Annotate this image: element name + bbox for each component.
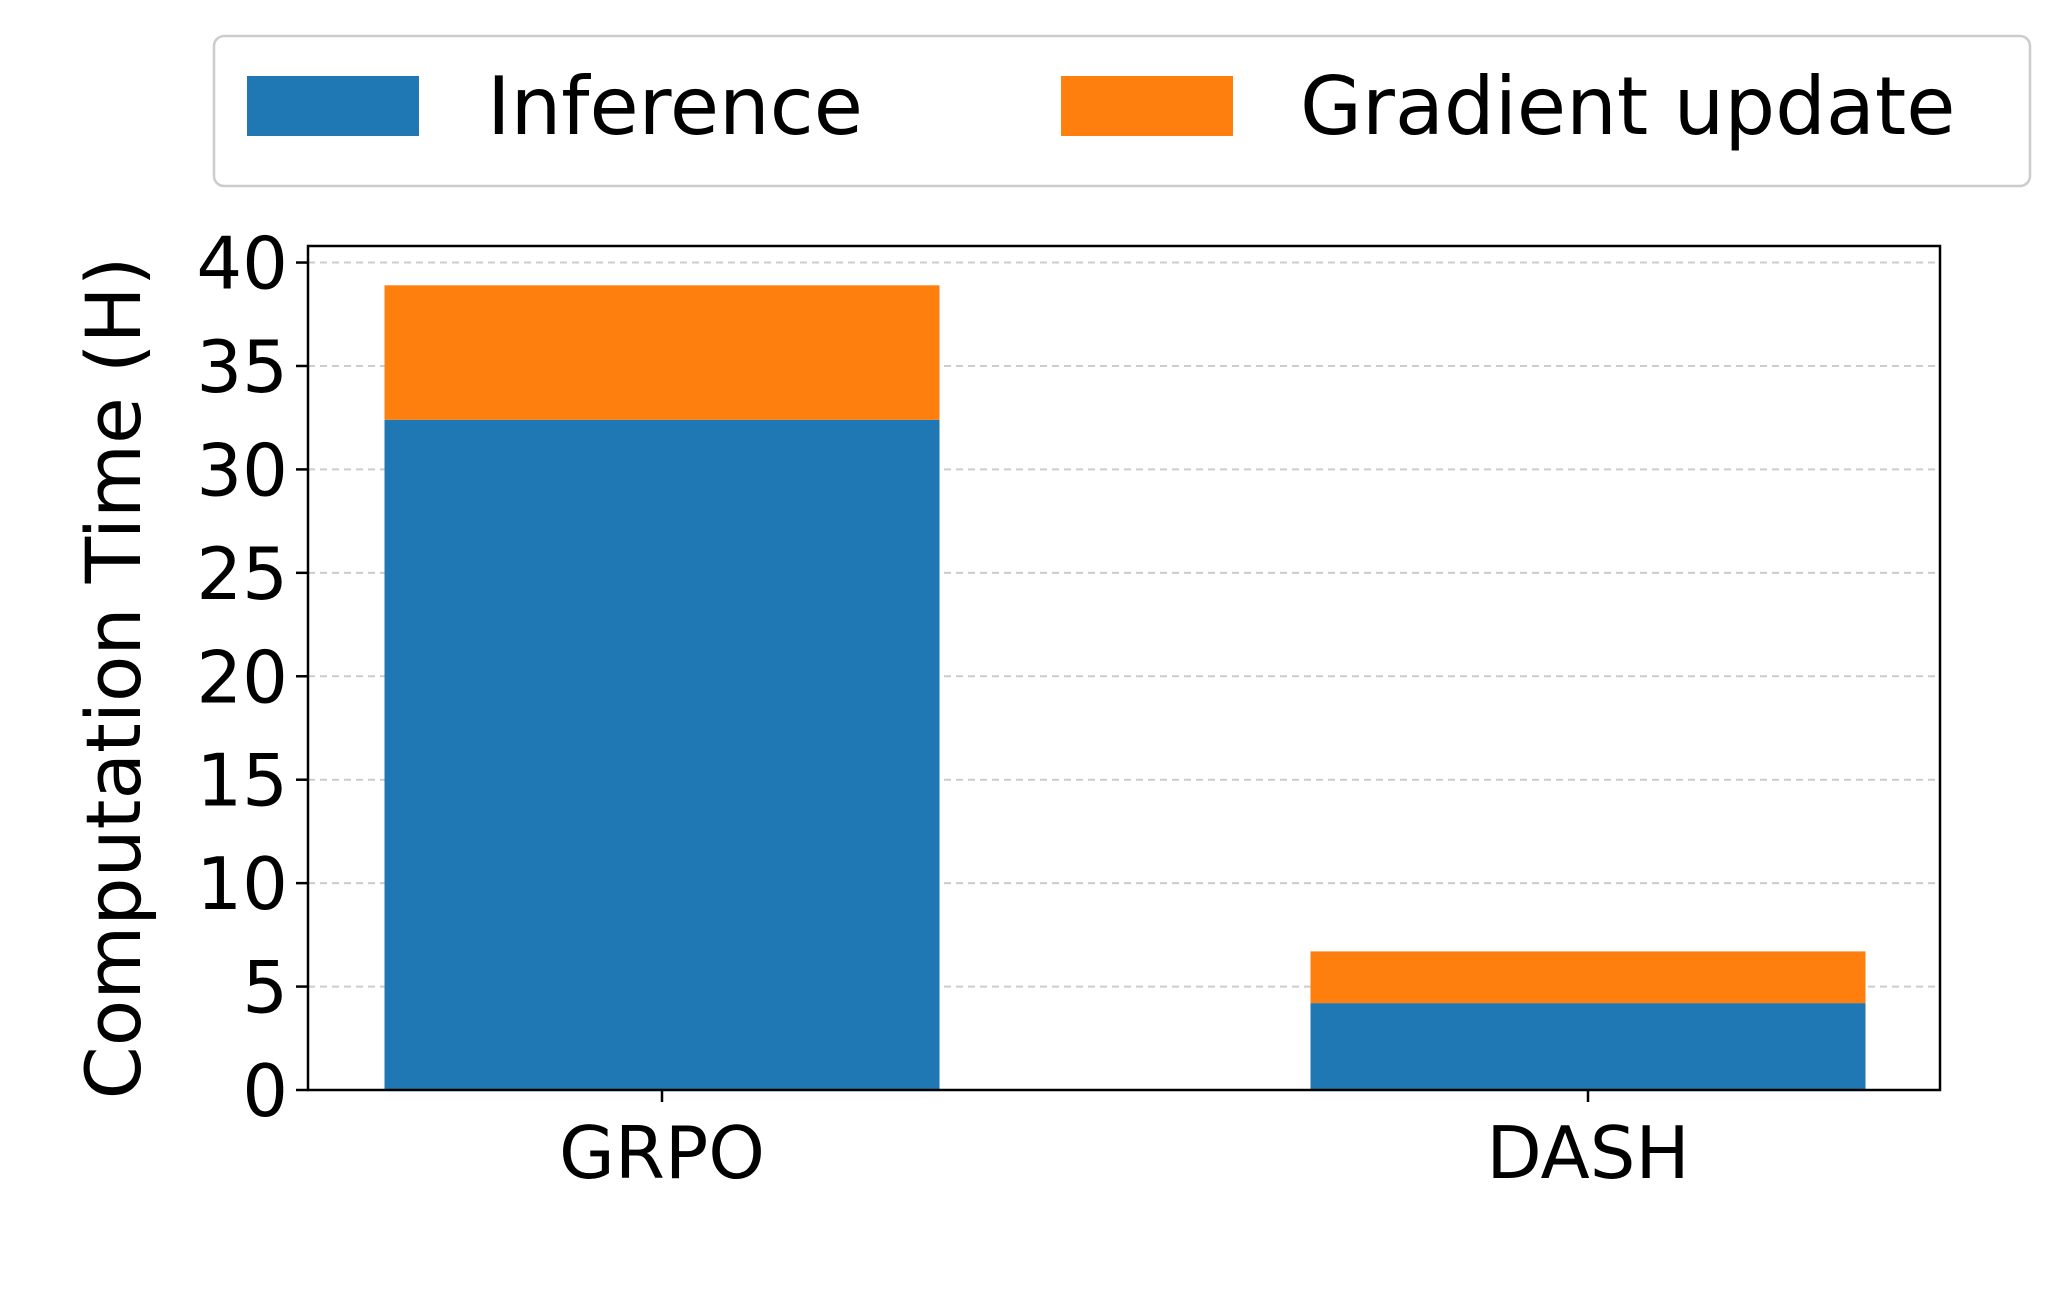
- y-axis-label: Computation Time (H): [69, 257, 158, 1100]
- x-tick-label: GRPO: [559, 1111, 765, 1195]
- bar-gradient-update-grpo: [384, 285, 940, 420]
- bar-inference-grpo: [384, 419, 940, 1090]
- x-axis-ticks: GRPO DASH: [559, 1090, 1690, 1195]
- y-tick-label: 35: [196, 325, 288, 409]
- legend-swatch-inference: [247, 76, 419, 136]
- bar-inference-dash: [1310, 1003, 1866, 1090]
- x-tick-label: DASH: [1486, 1111, 1689, 1195]
- y-tick-label: 15: [196, 739, 288, 823]
- y-tick-label: 5: [242, 946, 288, 1030]
- y-tick-label: 10: [196, 842, 288, 926]
- y-tick-label: 30: [196, 428, 288, 512]
- y-tick-label: 0: [242, 1049, 288, 1133]
- gridlines: [308, 261, 1940, 988]
- y-tick-label: 25: [196, 532, 288, 616]
- bar-gradient-update-dash: [1310, 951, 1866, 1004]
- legend-label-gradient-update: Gradient update: [1300, 60, 1956, 153]
- legend: Inference Gradient update: [212, 34, 2032, 188]
- y-tick-label: 40: [196, 222, 288, 306]
- legend-swatch-gradient-update: [1061, 76, 1233, 136]
- legend-label-inference: Inference: [487, 60, 863, 153]
- plot-frame: [306, 244, 1942, 1092]
- y-axis-ticks: 0 5 10 15 20 25 30 35 40: [196, 222, 308, 1133]
- bars: [384, 285, 1866, 1090]
- y-tick-label: 20: [196, 635, 288, 719]
